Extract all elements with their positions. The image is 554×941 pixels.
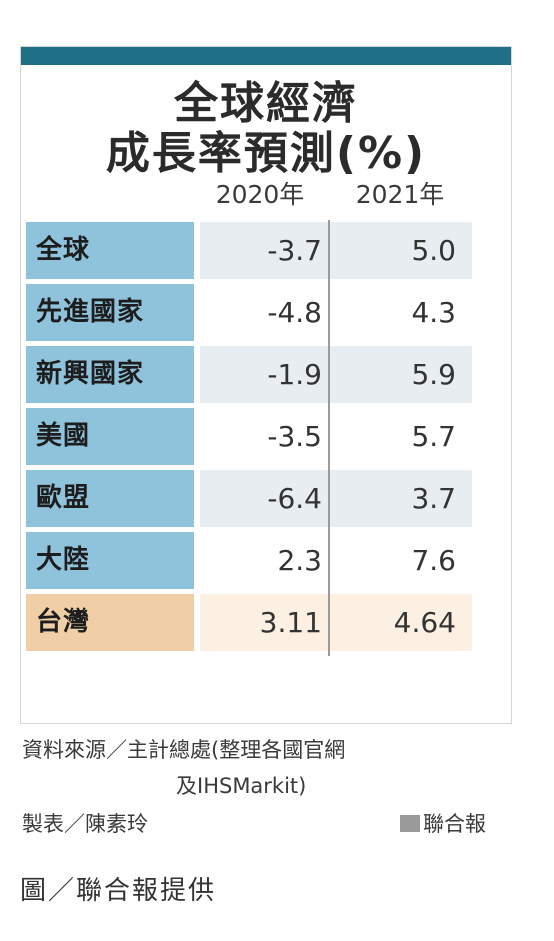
title-line-1: 全球經濟	[174, 78, 358, 129]
row-label: 全球	[26, 222, 194, 279]
table-row: 大陸 2.3 7.6	[26, 532, 472, 589]
value-2021: 3.7	[411, 482, 456, 515]
title-line-2: 成長率預測(%)	[105, 128, 427, 179]
value-2021: 7.6	[411, 544, 456, 577]
value-2020: 2.3	[277, 544, 322, 577]
row-values: 2.3 7.6	[200, 532, 472, 589]
column-header-2020: 2020年	[215, 180, 305, 209]
row-values: -1.9 5.9	[200, 346, 472, 403]
table-row: 先進國家 -4.8 4.3	[26, 284, 472, 341]
value-2021: 5.7	[411, 420, 456, 453]
table-row: 歐盟 -6.4 3.7	[26, 470, 472, 527]
row-values: 3.11 4.64	[200, 594, 472, 651]
value-2021: 4.3	[411, 296, 456, 329]
table-row: 新興國家 -1.9 5.9	[26, 346, 472, 403]
row-label: 歐盟	[26, 470, 194, 527]
source-line-1: 資料來源／主計總處(整理各國官網	[22, 738, 346, 762]
value-2021: 5.9	[411, 358, 456, 391]
row-values: -6.4 3.7	[200, 470, 472, 527]
brand-square-icon	[400, 815, 420, 832]
header-bar	[21, 47, 511, 65]
row-values: -3.5 5.7	[200, 408, 472, 465]
row-label: 台灣	[26, 594, 194, 651]
table-row: 全球 -3.7 5.0	[26, 222, 472, 279]
value-2020: -4.8	[267, 296, 322, 329]
source-line-2: 及IHSMarkit)	[176, 774, 307, 798]
maker-credit: 製表／陳素玲	[22, 812, 148, 836]
value-2020: -6.4	[267, 482, 322, 515]
brand-name: 聯合報	[423, 812, 486, 836]
source-note: 資料來源／主計總處(整理各國官網 及IHSMarkit)	[22, 732, 522, 804]
brand-mark: 聯合報	[400, 808, 486, 838]
value-2021: 4.64	[393, 606, 456, 639]
row-label: 美國	[26, 408, 194, 465]
table-row-taiwan: 台灣 3.11 4.64	[26, 594, 472, 651]
forecast-table: 全球 -3.7 5.0 先進國家 -4.8 4.3 新興國家 -1.9 5.9 …	[26, 222, 472, 656]
column-divider	[328, 220, 330, 656]
row-label: 新興國家	[26, 346, 194, 403]
row-values: -3.7 5.0	[200, 222, 472, 279]
row-label: 先進國家	[26, 284, 194, 341]
row-values: -4.8 4.3	[200, 284, 472, 341]
value-2020: -3.7	[267, 234, 322, 267]
column-header-2021: 2021年	[355, 180, 445, 209]
image-credit: 圖／聯合報提供	[20, 876, 217, 906]
table-row: 美國 -3.5 5.7	[26, 408, 472, 465]
value-2020: -3.5	[267, 420, 322, 453]
value-2021: 5.0	[411, 234, 456, 267]
chart-title: 全球經濟 成長率預測(%)	[21, 79, 511, 179]
row-label: 大陸	[26, 532, 194, 589]
value-2020: 3.11	[259, 606, 322, 639]
value-2020: -1.9	[267, 358, 322, 391]
